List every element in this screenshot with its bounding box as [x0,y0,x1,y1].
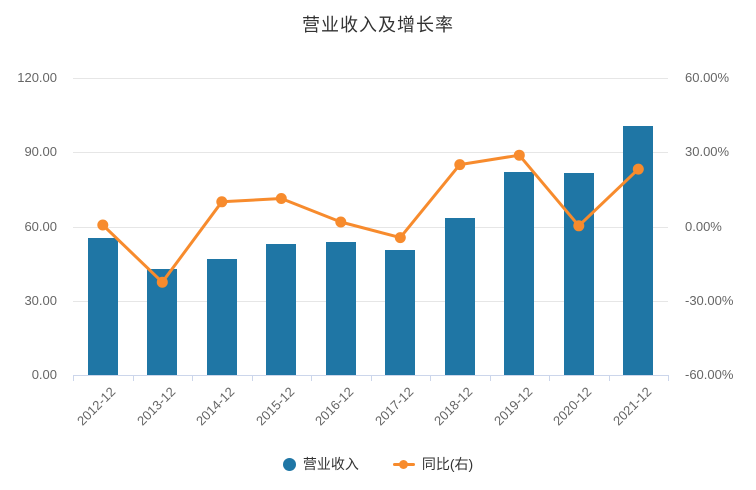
x-axis-label: 2013-12 [133,384,178,429]
line-point-2012-12[interactable] [97,219,109,231]
y-axis-left-label: 0.00 [31,367,57,382]
line-point-2016-12[interactable] [335,216,347,228]
y-axis-left-label: 60.00 [24,219,57,234]
line-point-2018-12[interactable] [454,159,466,171]
x-axis-label: 2012-12 [74,384,119,429]
x-axis-tick [311,375,312,381]
legend: 营业收入 同比(右) [0,451,756,477]
x-axis-label: 2015-12 [252,384,297,429]
legend-line-marker-icon [392,458,415,471]
bar-2020-12[interactable] [563,173,594,375]
x-axis-label: 2021-12 [609,384,654,429]
gridline [73,152,668,153]
bar-2012-12[interactable] [87,238,118,375]
x-axis-label: 2016-12 [312,384,357,429]
y-axis-right-label: -30.00% [685,293,734,308]
x-axis-label: 2018-12 [431,384,476,429]
y-axis-right-label: 30.00% [685,144,730,159]
gridline [73,301,668,302]
line-point-2015-12[interactable] [275,193,287,204]
legend-bar-marker-icon [282,457,296,471]
legend-item-yoy[interactable]: 同比(右) [392,454,474,474]
bar-2016-12[interactable] [325,241,356,375]
x-axis-tick [252,375,253,381]
x-axis-tick [609,375,610,381]
bar-2019-12[interactable] [504,172,535,375]
gridline [73,78,668,79]
y-axis-right-label: -60.00% [685,367,734,382]
bar-2014-12[interactable] [206,258,237,375]
chart-title: 营业收入及增长率 [302,15,454,35]
x-axis-label: 2019-12 [490,384,535,429]
x-axis-label: 2017-12 [371,384,416,429]
x-axis-line [73,375,668,376]
x-axis-tick [430,375,431,381]
x-axis-tick [490,375,491,381]
y-axis-left-label: 120.00 [17,70,57,85]
legend-label: 营业收入 [302,456,359,472]
y-axis-left-label: 30.00 [24,293,57,308]
x-axis-tick [371,375,372,381]
bar-2013-12[interactable] [147,269,178,375]
bar-2021-12[interactable] [623,125,654,375]
line-point-2017-12[interactable] [394,232,406,244]
y-axis-right-label: 60.00% [685,70,730,85]
x-axis-label: 2020-12 [550,384,595,429]
y-axis-left-label: 90.00 [24,144,57,159]
x-axis-label: 2014-12 [193,384,238,429]
yoy-line [101,153,640,284]
x-axis-tick [668,375,669,381]
legend-label: 同比(右) [421,456,474,472]
line-point-2014-12[interactable] [216,196,228,208]
x-axis-tick [133,375,134,381]
legend-item-revenue[interactable]: 营业收入 [282,454,359,474]
bar-2017-12[interactable] [385,249,416,375]
bar-2015-12[interactable] [266,244,297,375]
x-axis-tick [549,375,550,381]
x-axis-tick [73,375,74,381]
bar-2018-12[interactable] [444,218,475,375]
x-axis-tick [192,375,193,381]
y-axis-right-label: 0.00% [685,219,722,234]
